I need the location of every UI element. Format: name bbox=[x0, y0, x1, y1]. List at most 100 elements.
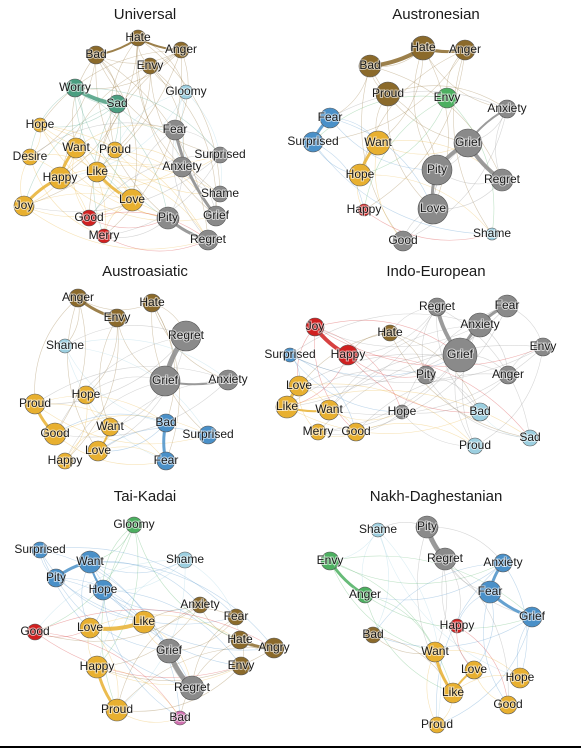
edge bbox=[364, 594, 454, 694]
edge bbox=[289, 354, 357, 433]
node bbox=[156, 451, 176, 471]
edge bbox=[103, 49, 182, 237]
node-label: Like bbox=[442, 685, 464, 699]
edge bbox=[59, 37, 139, 179]
edge bbox=[114, 91, 187, 151]
node bbox=[381, 324, 399, 342]
node bbox=[356, 586, 374, 604]
node-label: Grief bbox=[156, 643, 183, 657]
edge bbox=[317, 345, 544, 433]
edge bbox=[34, 403, 167, 462]
node bbox=[320, 551, 340, 571]
node bbox=[453, 128, 483, 158]
node-label: Happy bbox=[43, 170, 78, 184]
node-label: Proud bbox=[421, 717, 453, 731]
node-label: Joy bbox=[15, 198, 34, 212]
node bbox=[485, 227, 499, 241]
edge bbox=[39, 124, 209, 241]
panel-title: Austroasiatic bbox=[102, 263, 188, 280]
node bbox=[490, 168, 514, 192]
node bbox=[346, 422, 366, 442]
node-label: Pity bbox=[416, 367, 436, 381]
node-label: Good bbox=[74, 210, 103, 224]
node bbox=[156, 206, 180, 230]
edge bbox=[329, 560, 436, 653]
node bbox=[65, 137, 87, 159]
edge bbox=[329, 560, 504, 584]
edge bbox=[89, 561, 181, 719]
node-label: Love bbox=[420, 201, 446, 215]
node-label: Surprised bbox=[264, 347, 315, 361]
node-label: Hate bbox=[139, 295, 165, 309]
node bbox=[92, 579, 114, 601]
node-label: Like bbox=[276, 399, 298, 413]
edge bbox=[328, 354, 461, 411]
edge bbox=[102, 589, 242, 667]
edge bbox=[363, 209, 493, 241]
node-label: Good bbox=[341, 424, 370, 438]
edge bbox=[401, 411, 476, 447]
edge bbox=[102, 524, 135, 591]
node bbox=[48, 166, 72, 190]
edge bbox=[102, 589, 275, 651]
node-label: Anxiety bbox=[483, 555, 522, 569]
panel: Austroasiatic Anger Hate Envy Regret Shame Gri… bbox=[18, 263, 249, 471]
edge bbox=[425, 374, 531, 439]
edge bbox=[347, 306, 438, 356]
panel-title: Austronesian bbox=[392, 6, 480, 23]
edge bbox=[314, 326, 403, 413]
node bbox=[172, 41, 190, 59]
node-label: Anxiety bbox=[487, 101, 526, 115]
node bbox=[31, 541, 49, 559]
edge bbox=[59, 166, 183, 189]
edge bbox=[329, 117, 434, 210]
node bbox=[178, 84, 194, 100]
edge bbox=[39, 49, 182, 126]
node bbox=[230, 630, 250, 650]
node bbox=[132, 610, 156, 634]
edge bbox=[29, 156, 105, 237]
node bbox=[305, 317, 325, 337]
node-label: Fear bbox=[478, 584, 503, 598]
edge bbox=[29, 54, 97, 158]
node bbox=[87, 440, 109, 462]
node-label: Envy bbox=[104, 310, 131, 324]
node-label: Hope bbox=[346, 167, 375, 181]
edge bbox=[446, 97, 495, 235]
edge bbox=[369, 65, 469, 144]
node-label: Happy bbox=[331, 347, 366, 361]
edge bbox=[95, 54, 137, 201]
edge bbox=[289, 354, 403, 413]
edge bbox=[314, 326, 544, 367]
node bbox=[176, 551, 194, 569]
node-label: Proud bbox=[19, 396, 51, 410]
node-label: Fear bbox=[495, 298, 520, 312]
edge bbox=[151, 302, 176, 424]
node-label: Anger bbox=[62, 290, 94, 304]
node-label: Like bbox=[86, 164, 108, 178]
panel-title: Indo-European bbox=[386, 263, 485, 280]
edge bbox=[96, 154, 221, 181]
node-label: Surprised bbox=[287, 134, 338, 148]
node bbox=[428, 716, 446, 734]
node-label: Anxiety bbox=[180, 597, 219, 611]
edge bbox=[355, 305, 508, 433]
edge bbox=[34, 631, 242, 678]
panel-title: Nakh-Daghestanian bbox=[370, 488, 503, 505]
edge bbox=[436, 306, 481, 413]
node-label: Regret bbox=[427, 551, 464, 565]
node-label: Happy bbox=[440, 618, 475, 632]
edge bbox=[99, 317, 118, 428]
edge bbox=[329, 90, 508, 119]
node-label: Pity bbox=[417, 519, 437, 533]
edge bbox=[54, 379, 229, 438]
edge bbox=[95, 49, 182, 64]
node bbox=[410, 35, 436, 61]
panel: Tai-Kadai Gloomy Surprised Want Shame Pity Hop… bbox=[13, 488, 291, 726]
node-label: Love bbox=[119, 192, 145, 206]
node bbox=[392, 230, 414, 252]
edge bbox=[184, 559, 241, 641]
panel-title: Tai-Kadai bbox=[114, 488, 177, 505]
edge bbox=[59, 177, 217, 222]
edge bbox=[23, 193, 169, 219]
